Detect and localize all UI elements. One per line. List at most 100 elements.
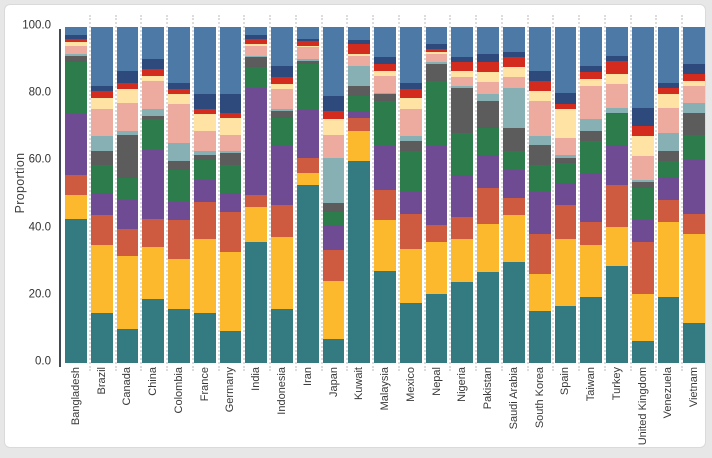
bar-segment-teal — [142, 299, 165, 363]
x-tick-label: United Kingdom — [636, 367, 649, 446]
bar-segment-purple — [503, 169, 525, 199]
bar-segment-pink — [631, 156, 654, 180]
bar-segment-amber — [116, 255, 139, 330]
bar-segment-steel-blue — [580, 27, 603, 66]
bar-segment-steel-blue — [168, 27, 190, 83]
bar-segment-green — [503, 151, 525, 170]
bar-segment-pink — [528, 100, 551, 137]
x-label-cell: India — [243, 367, 269, 447]
bar-segment-navy — [503, 52, 525, 58]
bar-segment-purple — [219, 193, 242, 212]
bar-segment-pink — [374, 75, 396, 93]
bar-segment-teal — [425, 294, 448, 363]
bar-segment-cadet-blue — [425, 62, 448, 64]
bar-segment-gray — [116, 134, 139, 179]
x-label-cell: Bangladesh — [63, 367, 89, 447]
x-tick-label: Turkey — [610, 367, 623, 401]
bar-segment-green — [631, 188, 654, 221]
bar-segment-green — [296, 63, 319, 110]
bar-segment-amber — [580, 245, 603, 298]
x-tick-label: Saudi Arabia — [507, 367, 520, 430]
bar-segment-green — [65, 62, 87, 115]
x-label-cell: Taiwan — [578, 367, 604, 447]
bar-segment-cream — [374, 70, 396, 76]
bar-segment-cadet-blue — [168, 143, 190, 162]
x-label-cell: Spain — [553, 367, 579, 447]
bar-segment-rust — [477, 188, 500, 224]
bar-segment-teal — [296, 184, 319, 363]
bar-segment-navy — [271, 65, 293, 78]
bar-segment-red — [348, 43, 371, 54]
bar-segment-cadet-blue — [245, 55, 268, 58]
stacked-bar — [374, 27, 396, 363]
dotted-gridline — [88, 15, 91, 371]
bar-segment-red — [296, 40, 319, 46]
x-tick-label: Nigeria — [456, 367, 469, 402]
bar-segment-cadet-blue — [142, 109, 165, 117]
bar-segment-cream — [477, 72, 500, 83]
bar-segment-amber — [322, 280, 345, 340]
bar-segment-cream — [142, 75, 165, 81]
bar-segment-amber — [554, 238, 577, 306]
bar-segment-rust — [116, 228, 139, 256]
bar-segment-green — [580, 141, 603, 174]
bar-segment-cream — [271, 84, 293, 90]
bar-segment-purple — [657, 176, 680, 201]
bar-segment-cream — [399, 97, 422, 110]
bar-segment-navy — [631, 107, 654, 127]
bar-segment-cadet-blue — [554, 154, 577, 159]
bar-segment-cadet-blue — [116, 131, 139, 135]
stacked-bar — [193, 27, 216, 363]
stacked-bar — [245, 27, 268, 363]
bar-segment-rust — [606, 184, 628, 227]
bar-segment-navy — [528, 70, 551, 81]
bar-segment-cadet-blue — [219, 151, 242, 154]
bar-segment-pink — [193, 131, 216, 152]
bar-segment-pink — [245, 45, 268, 56]
bar-segment-rust — [528, 233, 551, 274]
stacked-bar — [271, 27, 293, 363]
x-label-cell: Venezuela — [656, 367, 682, 447]
bar-segment-green — [399, 151, 422, 192]
bar-segment-green — [477, 127, 500, 155]
bar-segment-amber — [90, 245, 113, 313]
stacked-bar — [399, 27, 422, 363]
bar-segment-green — [90, 164, 113, 194]
bar-segment-rust — [399, 213, 422, 249]
bar-segment-gray — [168, 161, 190, 170]
x-tick-label: Japan — [327, 367, 340, 397]
bar-column-vietnam — [681, 27, 705, 363]
dotted-gridline — [191, 15, 194, 371]
bar-segment-rust — [271, 205, 293, 238]
bar-segment-gray — [631, 181, 654, 189]
bar-segment-cream — [65, 42, 87, 46]
stacked-bar — [683, 27, 705, 363]
bar-segment-red — [65, 38, 87, 43]
bar-segment-cream — [219, 117, 242, 135]
x-tick-label: Indonesia — [276, 367, 288, 415]
dotted-gridline — [578, 15, 581, 371]
stacked-bar — [90, 27, 113, 363]
dotted-gridline — [114, 15, 117, 371]
bar-segment-cream — [528, 90, 551, 101]
bar-segment-teal — [116, 329, 139, 363]
bar-segment-red — [142, 69, 165, 76]
dotted-gridline — [449, 15, 452, 371]
bar-column-nigeria — [449, 27, 475, 363]
bar-segment-teal — [631, 341, 654, 363]
bar-segment-steel-blue — [554, 27, 577, 93]
bar-segment-rust — [65, 174, 87, 196]
bar-segment-red — [451, 62, 474, 71]
x-label-cell: Malaysia — [372, 367, 398, 447]
bar-segment-purple — [65, 114, 87, 175]
bar-segment-green — [193, 159, 216, 180]
x-tick-label: China — [147, 367, 160, 396]
bar-segment-red — [374, 64, 396, 71]
dotted-gridline — [397, 15, 400, 371]
stacked-bar — [451, 27, 474, 363]
bar-segment-cadet-blue — [528, 136, 551, 145]
bar-column-germany — [218, 27, 244, 363]
bar-segment-purple — [451, 174, 474, 217]
bar-segment-steel-blue — [606, 27, 628, 56]
